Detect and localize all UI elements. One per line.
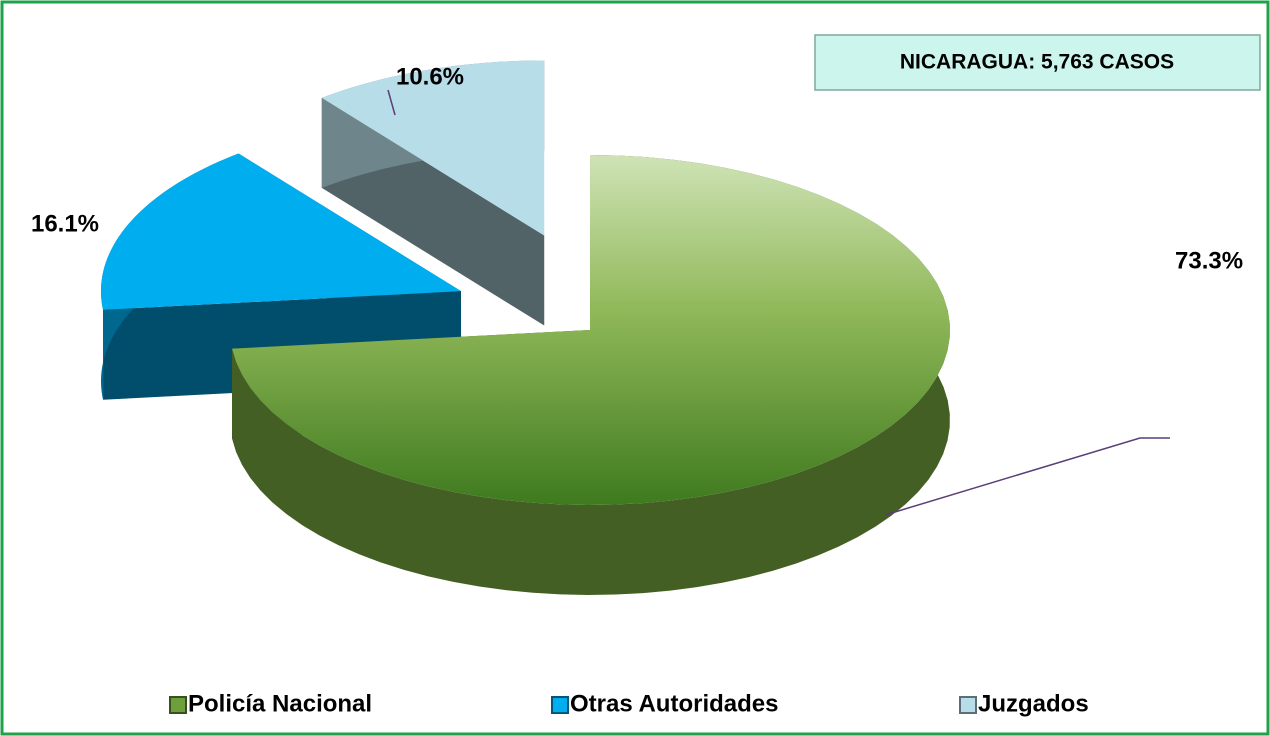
legend-swatch — [551, 696, 569, 714]
slice — [101, 153, 461, 310]
slice — [232, 155, 950, 505]
legend-label: Juzgados — [978, 690, 1089, 717]
annotation-box — [814, 34, 1261, 91]
data-label: 16.1% — [31, 210, 99, 237]
legend-swatch — [169, 696, 187, 714]
leader-line — [884, 437, 1170, 516]
data-label: 10.6% — [396, 63, 464, 90]
leader-line — [387, 89, 396, 116]
legend-label: Policía Nacional — [188, 690, 372, 717]
legend-label: Otras Autoridades — [570, 690, 779, 717]
data-label: 73.3% — [1175, 247, 1243, 274]
annotation: NICARAGUA: 5,763 CASOS — [900, 51, 1174, 74]
pie — [101, 60, 950, 595]
legend-swatch — [959, 696, 977, 714]
slice — [321, 60, 545, 236]
